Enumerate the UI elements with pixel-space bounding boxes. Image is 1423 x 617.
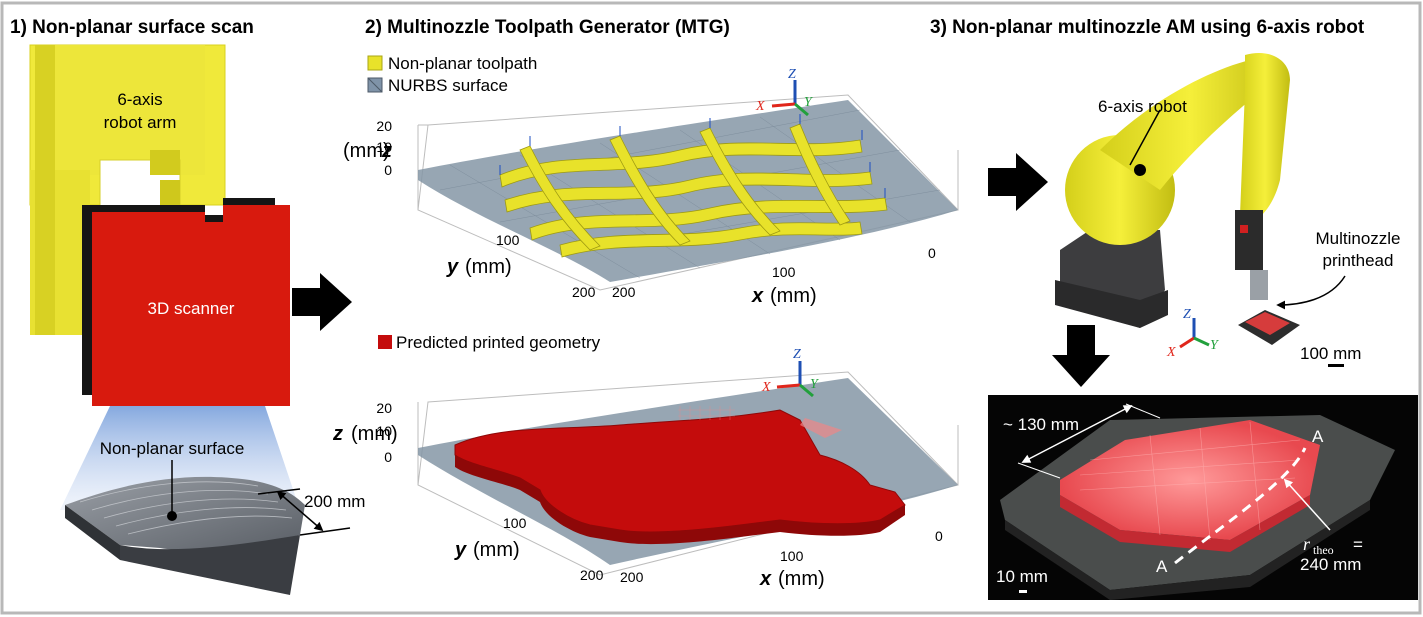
legend-predicted: Predicted printed geometry xyxy=(396,333,601,352)
top-x-tick-100: 100 xyxy=(772,264,796,280)
top-z-tick-10: 10 xyxy=(376,139,392,155)
photo-scale-label: 10 mm xyxy=(996,567,1048,586)
bottom-axis-triad: Z X Y xyxy=(761,347,820,398)
robot-triad-y: Y xyxy=(1210,338,1220,353)
flow-arrow-1 xyxy=(292,273,352,331)
top-y-unit: (mm) xyxy=(465,256,512,278)
robot-triad-z: Z xyxy=(1183,307,1191,322)
toolpath-bands xyxy=(499,123,888,258)
legend-nurbs: NURBS surface xyxy=(388,76,508,95)
top-z-tick-20: 20 xyxy=(376,118,392,134)
photo-dimension-label: ~ 130 mm xyxy=(1003,415,1079,434)
r-subscript: theo xyxy=(1313,543,1334,557)
legend-toolpath: Non-planar toolpath xyxy=(388,54,537,73)
bot-z-tick-20: 20 xyxy=(376,400,392,416)
bot-z-var: z xyxy=(332,423,343,445)
top-triad-y: Y xyxy=(804,95,814,110)
bot-x-unit: (mm) xyxy=(778,568,825,590)
robot-label: 6-axis robot xyxy=(1098,97,1187,116)
bot-z-unit: (mm) xyxy=(351,423,398,445)
predicted-geometry xyxy=(454,409,906,533)
printed-part-photo: ~ 130 mm A A r theo = 240 mm 10 mm xyxy=(988,395,1418,600)
bot-y-tick-200: 200 xyxy=(580,567,604,583)
six-axis-robot-illustration: 6-axis robot Multinozzle printhead 100 m… xyxy=(1055,52,1401,367)
section-label-top: A xyxy=(1312,427,1324,446)
bot-x-tick-0: 0 xyxy=(935,528,943,544)
robot-scale-label: 100 mm xyxy=(1300,344,1361,363)
r-symbol: r xyxy=(1303,534,1311,554)
robot-triad-x: X xyxy=(1166,345,1176,360)
legend-swatch-toolpath xyxy=(367,55,383,71)
robot-scale-bar xyxy=(1328,364,1344,367)
panel-1-title: 1) Non-planar surface scan xyxy=(10,17,254,38)
bottom-triad-z: Z xyxy=(793,347,801,362)
top-triad-x: X xyxy=(755,99,765,114)
toolpath-normals xyxy=(499,114,886,198)
top-x-unit: (mm) xyxy=(770,285,817,307)
photo-scale-bar xyxy=(1019,590,1027,593)
panel-2: 2) Multinozzle Toolpath Generator (MTG) … xyxy=(332,17,959,590)
top-x-var: x xyxy=(751,285,764,307)
panel-3: 3) Non-planar multinozzle AM using 6-axi… xyxy=(930,17,1418,600)
bot-x-var: x xyxy=(759,568,772,590)
predicted-fragment xyxy=(800,418,842,438)
printhead-label-line2: printhead xyxy=(1323,251,1394,270)
panel-1: 1) Non-planar surface scan 6-axis robot … xyxy=(10,17,365,595)
bot-y-var: y xyxy=(454,539,467,561)
bot-x-tick-100: 100 xyxy=(780,548,804,564)
top-z-var: z xyxy=(381,140,392,162)
legend-swatch-predicted xyxy=(378,335,392,349)
top-y-tick-200: 200 xyxy=(572,284,596,300)
robot-arm-label-line1: 6-axis xyxy=(117,90,162,109)
scanner-label: 3D scanner xyxy=(148,299,235,318)
bot-y-tick-100: 100 xyxy=(503,515,527,531)
bot-x-tick-200: 200 xyxy=(620,569,644,585)
printhead-label-line1: Multinozzle xyxy=(1315,229,1400,248)
top-x-tick-0: 0 xyxy=(928,245,936,261)
predicted-hatch xyxy=(678,406,735,420)
top-y-var: y xyxy=(446,256,459,278)
flow-arrow-2 xyxy=(988,153,1048,211)
robot-axis-triad: Z X Y xyxy=(1166,307,1220,360)
bottom-triad-x: X xyxy=(761,380,771,395)
bot-y-unit: (mm) xyxy=(473,539,520,561)
surface-dimension: 200 mm xyxy=(257,488,365,536)
robot-arm-label-line2: robot arm xyxy=(104,113,177,132)
bot-z-tick-0: 0 xyxy=(384,449,392,465)
bottom-triad-y: Y xyxy=(810,377,820,392)
scanner-illustration: 3D scanner xyxy=(82,198,290,406)
flow-arrow-3 xyxy=(1052,325,1110,387)
non-planar-surface-illustration: Non-planar surface xyxy=(65,439,305,595)
surface-dimension-label: 200 mm xyxy=(304,492,365,511)
top-z-unit-text: (mm) xyxy=(343,140,390,162)
predicted-geometry-side xyxy=(455,455,905,545)
top-x-tick-200: 200 xyxy=(612,284,636,300)
r-value: 240 mm xyxy=(1300,555,1361,574)
top-triad-z: Z xyxy=(788,67,796,82)
panel-3-title: 3) Non-planar multinozzle AM using 6-axi… xyxy=(930,17,1365,38)
panel-2-title: 2) Multinozzle Toolpath Generator (MTG) xyxy=(365,17,730,38)
bot-z-tick-10: 10 xyxy=(376,423,392,439)
top-y-tick-100: 100 xyxy=(496,232,520,248)
top-z-tick-0: 0 xyxy=(384,162,392,178)
surface-label: Non-planar surface xyxy=(100,439,245,458)
section-label-bottom: A xyxy=(1156,557,1168,576)
top-axis-triad: Z X Y xyxy=(755,67,814,117)
r-equals: = xyxy=(1353,535,1363,554)
